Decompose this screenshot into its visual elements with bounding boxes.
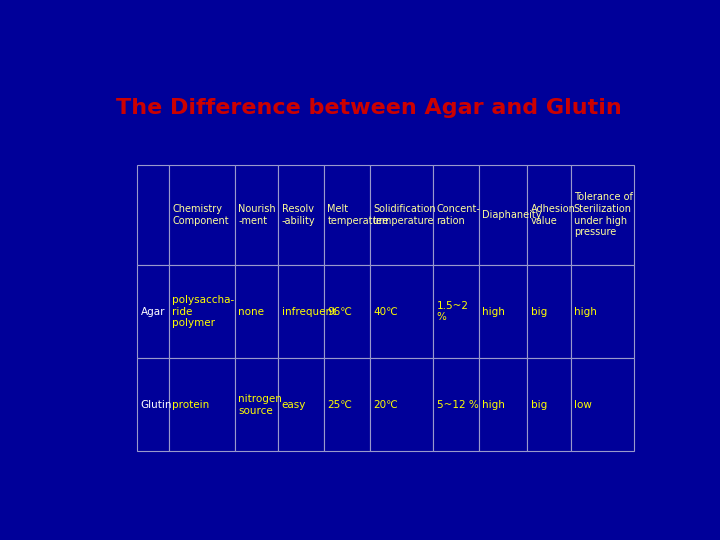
Text: Nourish
-ment: Nourish -ment: [238, 204, 276, 226]
Bar: [324, 358, 370, 451]
Text: 20℃: 20℃: [373, 400, 398, 410]
Bar: [278, 358, 324, 451]
Bar: [235, 265, 278, 358]
Bar: [527, 165, 570, 265]
Text: high: high: [574, 307, 597, 316]
Text: nitrogen
source: nitrogen source: [238, 394, 282, 416]
Text: Melt
temperature: Melt temperature: [328, 204, 389, 226]
Bar: [278, 265, 324, 358]
Text: big: big: [531, 400, 547, 410]
Text: Glutin: Glutin: [141, 400, 172, 410]
Text: The Difference between Agar and Glutin: The Difference between Agar and Glutin: [116, 98, 622, 118]
Bar: [527, 358, 570, 451]
Text: Tolerance of
Sterilization
under high
pressure: Tolerance of Sterilization under high pr…: [574, 192, 633, 237]
Text: 40℃: 40℃: [373, 307, 398, 316]
Bar: [138, 265, 169, 358]
Bar: [370, 165, 433, 265]
Bar: [138, 165, 169, 265]
Bar: [479, 165, 527, 265]
Text: Agar: Agar: [141, 307, 166, 316]
Text: low: low: [574, 400, 592, 410]
Bar: [479, 265, 527, 358]
Bar: [527, 265, 570, 358]
Bar: [138, 358, 169, 451]
Bar: [324, 265, 370, 358]
Bar: [169, 358, 235, 451]
Text: polysaccha-
ride
polymer: polysaccha- ride polymer: [172, 295, 235, 328]
Text: 1.5~2
%: 1.5~2 %: [436, 301, 469, 322]
Text: 25℃: 25℃: [328, 400, 352, 410]
Bar: [479, 358, 527, 451]
Text: 96℃: 96℃: [328, 307, 352, 316]
Bar: [433, 265, 479, 358]
Text: infrequent: infrequent: [282, 307, 336, 316]
Text: protein: protein: [172, 400, 210, 410]
Bar: [235, 358, 278, 451]
Text: 5~12 %: 5~12 %: [436, 400, 478, 410]
Bar: [370, 265, 433, 358]
Bar: [169, 265, 235, 358]
Text: easy: easy: [282, 400, 306, 410]
Text: Chemistry
Component: Chemistry Component: [172, 204, 229, 226]
Text: Diaphaneity: Diaphaneity: [482, 210, 542, 220]
Bar: [278, 165, 324, 265]
Text: Resolv
-ability: Resolv -ability: [282, 204, 315, 226]
Bar: [370, 358, 433, 451]
Text: Adhesion
value: Adhesion value: [531, 204, 575, 226]
Text: high: high: [482, 400, 505, 410]
Bar: [324, 165, 370, 265]
Text: none: none: [238, 307, 264, 316]
Text: high: high: [482, 307, 505, 316]
Bar: [433, 165, 479, 265]
Bar: [570, 265, 634, 358]
Text: big: big: [531, 307, 547, 316]
Text: Concent-
ration: Concent- ration: [436, 204, 480, 226]
Bar: [169, 165, 235, 265]
Bar: [570, 358, 634, 451]
Bar: [570, 165, 634, 265]
Bar: [235, 165, 278, 265]
Text: Solidification
temperature: Solidification temperature: [373, 204, 436, 226]
Bar: [433, 358, 479, 451]
